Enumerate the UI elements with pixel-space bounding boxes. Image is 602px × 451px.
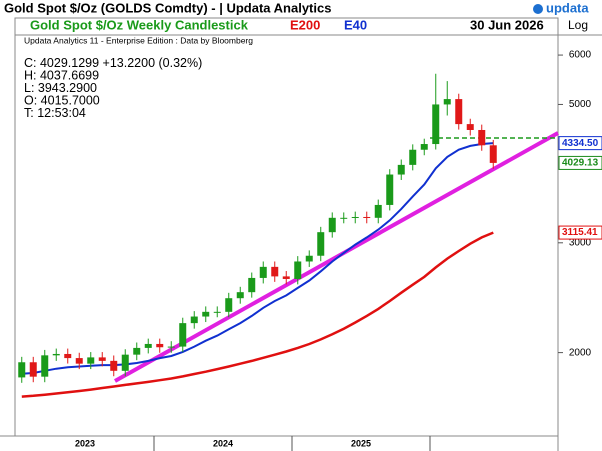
candle-body	[133, 347, 141, 355]
candle-body	[478, 129, 486, 146]
y-tick-label: 5000	[569, 99, 592, 110]
candle-body	[144, 343, 152, 348]
candle-body	[179, 323, 187, 347]
candle-body	[340, 217, 348, 219]
date: 30 Jun 2026	[470, 17, 544, 32]
plot-frame	[14, 17, 559, 437]
info-panel: Updata Analytics 11 - Enterprise Edition…	[24, 35, 253, 120]
candle-body	[489, 145, 497, 163]
trendline	[114, 131, 559, 383]
candle-body	[409, 149, 417, 165]
candle-body	[225, 298, 233, 312]
x-tick-label: 2023	[75, 438, 95, 448]
candle-body	[328, 217, 336, 233]
candle-body	[271, 266, 279, 277]
ma-line	[21, 231, 494, 398]
price-tag-label: 4334.50	[562, 138, 599, 149]
candle-body	[110, 360, 118, 371]
candle-body	[18, 362, 26, 378]
candle-body	[374, 204, 382, 218]
candle-body	[294, 261, 302, 279]
info-line: O: 4015.7000	[24, 93, 100, 107]
scale-label: Log	[568, 18, 588, 32]
candle-body	[455, 99, 463, 125]
candle-body	[305, 255, 313, 262]
candle-body	[443, 99, 451, 105]
candle-body	[317, 232, 325, 256]
info-line: C: 4029.1299 +13.2200 (0.32%)	[24, 56, 202, 70]
candle-body	[282, 276, 290, 279]
chart-title: Gold Spot $/Oz (GOLDS Comdty) - | Updata…	[4, 0, 331, 15]
logo-icon	[533, 4, 543, 14]
candle-body	[75, 358, 83, 364]
legend-entry: E40	[344, 17, 367, 32]
info-line: T: 12:53:04	[24, 106, 86, 120]
x-tick-label: 2024	[213, 438, 233, 448]
candle-body	[386, 174, 394, 205]
candle-body	[248, 277, 256, 293]
candle-body	[363, 216, 371, 218]
candle-body	[98, 357, 106, 361]
legend-entry: E200	[290, 17, 320, 32]
candle-body	[64, 353, 72, 359]
price-tag	[558, 225, 602, 240]
x-tick-label: 2025	[351, 438, 371, 448]
candle-body	[29, 362, 37, 377]
candle-body	[87, 357, 95, 364]
info-line: Updata Analytics 11 - Enterprise Edition…	[24, 35, 253, 45]
candle-body	[156, 343, 164, 348]
candle-body	[432, 104, 440, 145]
candle-body	[121, 354, 129, 371]
price-tag	[558, 155, 602, 170]
price-tag-label: 4029.13	[562, 158, 599, 169]
ma-line	[21, 142, 494, 375]
candle-body	[351, 216, 359, 218]
y-tick-label: 2000	[569, 347, 592, 358]
candle-body	[41, 355, 49, 377]
candle-body	[420, 144, 428, 150]
info-line: L: 3943.2900	[24, 81, 97, 95]
candle-body	[52, 353, 60, 356]
subtitle: Gold Spot $/Oz Weekly Candlestick	[30, 17, 249, 32]
price-tag	[558, 136, 602, 151]
candle-body	[397, 164, 405, 175]
candle-body	[213, 311, 221, 313]
y-tick-label: 6000	[569, 50, 592, 61]
candle-body	[466, 124, 474, 130]
y-tick-label: 3000	[569, 237, 592, 248]
logo: updata	[546, 0, 589, 15]
candle-body	[202, 311, 210, 317]
candle-body	[236, 292, 244, 299]
candle-body	[190, 316, 198, 324]
candle-body	[167, 346, 175, 348]
candle-body	[259, 266, 267, 278]
price-tag-label: 3115.41	[562, 227, 598, 238]
info-line: H: 4037.6699	[24, 68, 99, 82]
